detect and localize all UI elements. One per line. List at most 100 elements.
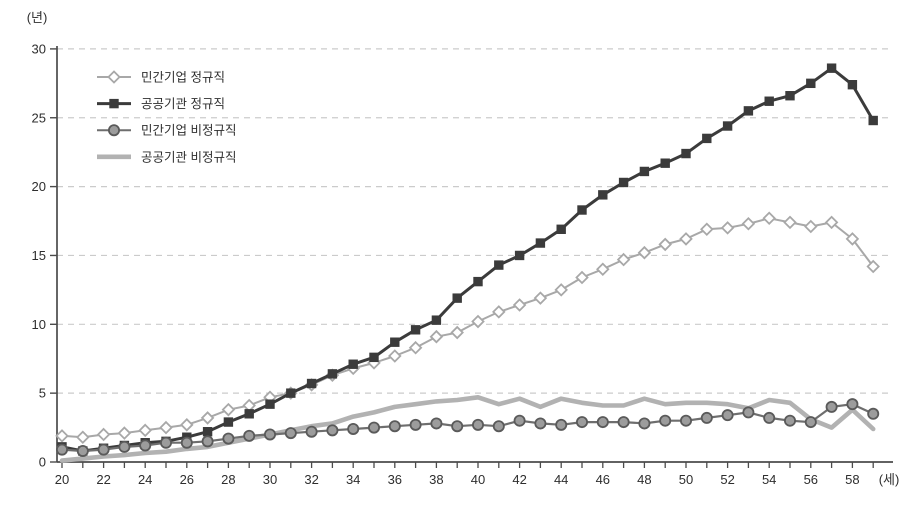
x-tick-label-42: 42	[512, 472, 526, 487]
series-0-marker	[741, 217, 756, 231]
series-1-marker	[702, 133, 712, 144]
series-0-marker	[679, 232, 693, 246]
series-2-marker	[804, 416, 817, 429]
legend-item-3: 공공기관 비정규직	[97, 150, 236, 164]
series-1-marker	[473, 276, 483, 287]
series-2-marker	[867, 407, 880, 420]
x-axis-unit-label: (세)	[879, 472, 900, 487]
series-2-marker	[825, 400, 838, 413]
series-1-marker	[743, 106, 754, 116]
x-tick-label-26: 26	[180, 472, 194, 487]
legend-item-0: 민간기업 정규직	[97, 70, 225, 85]
series-2-marker	[118, 440, 131, 453]
y-tick-label-5: 5	[39, 386, 46, 401]
y-tick-label-15: 15	[32, 248, 46, 263]
x-tick-label-50: 50	[679, 472, 693, 487]
series-2-marker	[56, 443, 69, 456]
series-0-marker	[720, 221, 735, 235]
gridlines-group	[57, 48, 892, 394]
y-tick-label-0: 0	[39, 455, 46, 470]
x-tick-label-32: 32	[304, 472, 318, 487]
series-1-marker	[348, 359, 358, 369]
series-2-marker	[76, 444, 89, 457]
series-2-marker	[700, 411, 713, 424]
series-1-marker	[202, 427, 213, 437]
series-2-marker	[159, 436, 172, 449]
series-1-marker	[494, 260, 504, 270]
legend-label-0: 민간기업 정규직	[141, 71, 225, 85]
x-tick-label-44: 44	[554, 472, 568, 487]
series-1-marker	[265, 399, 275, 409]
x-tick-label-46: 46	[596, 472, 610, 487]
y-tick-label-20: 20	[32, 179, 46, 194]
series-0-marker	[429, 329, 444, 344]
series-0-marker	[138, 423, 152, 438]
series-2-marker	[180, 436, 193, 449]
x-tick-label-48: 48	[637, 472, 651, 487]
x-tick-label-54: 54	[762, 472, 776, 487]
series-1-marker	[369, 352, 379, 363]
series-line-2	[60, 403, 875, 453]
series-0-marker	[533, 291, 548, 305]
series-2-marker	[409, 418, 422, 431]
series-2-marker	[784, 414, 797, 427]
series-0-marker	[471, 314, 485, 329]
series-0-marker	[159, 420, 173, 435]
series-0-marker	[492, 305, 506, 319]
series-1-marker	[223, 417, 234, 427]
series-1-marker	[826, 63, 837, 73]
series-2-marker	[367, 421, 380, 434]
series-2-marker	[263, 428, 276, 441]
series-2-marker	[513, 414, 526, 427]
series-0-marker	[824, 215, 839, 230]
series-2-marker	[347, 422, 360, 435]
series-2-marker	[284, 427, 297, 440]
series-1-marker	[868, 115, 878, 126]
series-1-marker	[286, 388, 296, 398]
series-0-marker	[762, 211, 776, 226]
series-2-marker	[846, 398, 859, 411]
x-tick-label-58: 58	[845, 472, 859, 487]
series-1-marker	[598, 190, 608, 200]
series-1-marker	[764, 96, 774, 106]
series-2-marker	[596, 416, 609, 429]
series-1-marker	[577, 205, 587, 215]
series-0-marker	[388, 349, 402, 363]
series-0-marker	[575, 270, 589, 285]
series-1-marker	[618, 177, 629, 188]
series-2-marker	[721, 409, 734, 422]
series-1-marker	[244, 409, 254, 419]
x-tick-label-22: 22	[96, 472, 110, 487]
series-1-marker	[660, 158, 670, 168]
legend-marker-2	[108, 124, 121, 137]
series-1-marker	[639, 166, 650, 177]
x-tick-label-24: 24	[138, 472, 152, 487]
series-2-marker	[451, 420, 464, 433]
series-1-marker	[722, 121, 733, 131]
series-1-marker	[681, 148, 691, 159]
series-2-marker	[680, 414, 693, 427]
series-2	[56, 398, 880, 457]
series-2-marker	[471, 418, 484, 431]
series-0-marker	[512, 298, 527, 312]
series-2-marker	[305, 425, 318, 438]
series-2-marker	[763, 411, 776, 424]
series-2-marker	[430, 417, 443, 430]
series-0-marker	[408, 340, 423, 355]
axes-group	[50, 46, 893, 468]
legend-label-3: 공공기관 비정규직	[141, 150, 236, 164]
series-0-marker	[554, 283, 568, 297]
series-2-marker	[222, 432, 235, 445]
series-2-marker	[243, 429, 256, 442]
series-2-marker	[534, 417, 547, 430]
series-line-1	[60, 66, 875, 453]
series-1-marker	[847, 80, 858, 90]
series-2-marker	[326, 424, 339, 437]
series-0-marker	[804, 219, 818, 234]
x-tick-label-56: 56	[804, 472, 818, 487]
x-tick-label-52: 52	[720, 472, 734, 487]
series-1-marker	[556, 224, 566, 234]
